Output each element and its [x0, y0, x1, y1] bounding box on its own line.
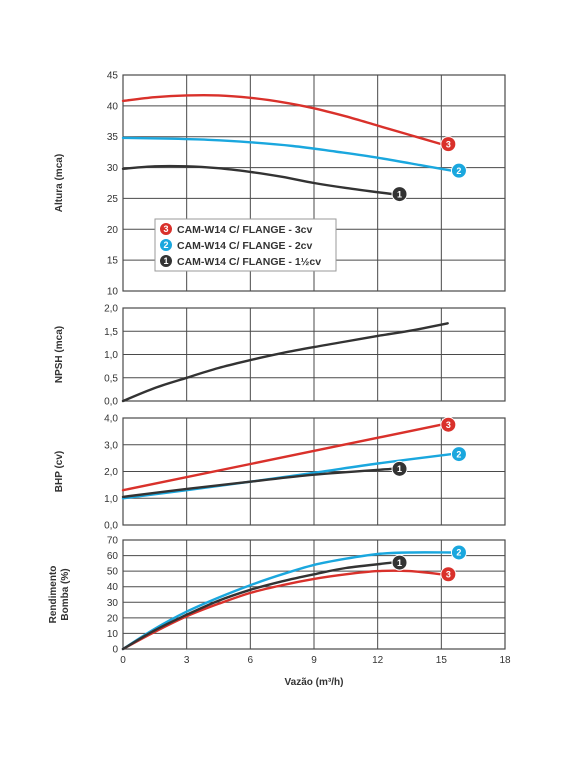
- series-line-3: [121, 569, 443, 651]
- series-badge-1: [391, 554, 408, 571]
- legend-badge-label: 1: [163, 256, 168, 266]
- series-badge-2: [450, 162, 467, 179]
- series-badge-label: 2: [456, 449, 461, 459]
- legend-badge-2: [159, 238, 173, 252]
- panel-frame: [122, 74, 506, 292]
- x-tick-label: 0: [120, 655, 126, 666]
- y-tick-label: 45: [107, 71, 119, 82]
- x-tick-label: 15: [436, 655, 448, 666]
- x-tick-label: 6: [248, 655, 254, 666]
- panel-3: 0,0 1,0 2,0 3,0 4,0 BHP (cv) 3 2 1: [54, 414, 506, 532]
- y-tick-label: 40: [107, 101, 119, 112]
- y-tick-label: 4,0: [104, 414, 118, 425]
- legend-entry-label: CAM-W14 C/ FLANGE - 2cv: [177, 240, 313, 252]
- series-badge-3: [440, 566, 457, 583]
- y-tick-label: 0,0: [104, 521, 118, 532]
- y-tick-label: 70: [107, 536, 119, 547]
- y-tick-label: 0,0: [104, 397, 118, 408]
- legend-badge-1: [159, 254, 173, 268]
- y-axis-label: BHP (cv): [54, 451, 65, 493]
- series-badge-1: [391, 460, 408, 477]
- y-axis-label: Rendimento: [48, 566, 59, 624]
- x-tick-label: 3: [184, 655, 190, 666]
- legend-badge-3: [159, 222, 173, 236]
- y-tick-label: 40: [107, 582, 119, 593]
- y-axis-label: NPSH (mca): [54, 326, 65, 383]
- series-line-1: [121, 467, 394, 499]
- y-tick-label: 2,0: [104, 467, 118, 478]
- y-tick-label: 20: [107, 225, 119, 236]
- y-tick-label: 20: [107, 613, 119, 624]
- x-axis-label: Vazão (m³/h): [285, 677, 344, 688]
- y-tick-label: 60: [107, 551, 119, 562]
- series-badge-label: 1: [397, 189, 402, 199]
- series-badge-label: 2: [456, 166, 461, 176]
- y-tick-label: 10: [107, 287, 119, 298]
- panel-frame: [122, 539, 506, 650]
- y-tick-label: 30: [107, 598, 119, 609]
- series-line-1: [121, 561, 394, 651]
- legend-badge-label: 2: [163, 240, 168, 250]
- y-tick-label: 3,0: [104, 440, 118, 451]
- y-tick-label: 1,0: [104, 350, 118, 361]
- panel-frame: [122, 417, 506, 526]
- y-axis-label: Altura (mca): [54, 154, 65, 212]
- series-badge-label: 3: [446, 420, 451, 430]
- series-badge-1: [391, 186, 408, 203]
- series-line-3: [121, 423, 443, 492]
- series-badge-label: 1: [397, 558, 402, 568]
- legend-entry-label: CAM-W14 C/ FLANGE - 1½cv: [177, 256, 321, 268]
- series-badge-label: 3: [446, 569, 451, 579]
- y-tick-label: 25: [107, 194, 119, 205]
- series-line-2: [121, 136, 454, 172]
- y-tick-label: 1,0: [104, 494, 118, 505]
- series-line-2: [121, 551, 454, 651]
- series-line-3: [121, 93, 443, 146]
- panel-frame: [122, 307, 506, 402]
- y-tick-label: 0: [112, 645, 118, 656]
- series-badge-3: [440, 416, 457, 433]
- series-line-npsh: [121, 322, 449, 403]
- x-tick-label: 12: [372, 655, 384, 666]
- legend-box: [154, 218, 337, 272]
- y-tick-label: 10: [107, 629, 119, 640]
- panel-2: 0,0 0,5 1,0 1,5 2,0 NPSH (mca): [54, 304, 506, 408]
- legend-badge-label: 3: [163, 224, 168, 234]
- series-badge-2: [450, 446, 467, 463]
- y-tick-label: 1,5: [104, 327, 118, 338]
- y-tick-label: 35: [107, 132, 119, 143]
- series-badge-2: [450, 544, 467, 561]
- series-line-1: [121, 164, 394, 196]
- y-tick-label: 0,5: [104, 373, 118, 384]
- y-tick-label: 2,0: [104, 304, 118, 315]
- series-badge-label: 3: [446, 139, 451, 149]
- panel-1: 10 15 20 25 30 35 40 45 Altura (mca) 3 2 1 3 CAM-W14 …: [54, 71, 506, 298]
- series-badge-label: 2: [456, 548, 461, 558]
- series-badge-label: 1: [397, 464, 402, 474]
- y-tick-label: 30: [107, 163, 119, 174]
- y-tick-label: 50: [107, 567, 119, 578]
- y-axis-label: Bomba (%): [60, 568, 71, 620]
- series-badge-3: [440, 136, 457, 153]
- x-tick-label: 9: [311, 655, 317, 666]
- y-tick-label: 15: [107, 256, 119, 267]
- x-tick-label: 18: [499, 655, 511, 666]
- legend-entry-label: CAM-W14 C/ FLANGE - 3cv: [177, 224, 313, 236]
- legend: 3 CAM-W14 C/ FLANGE - 3cv 2 CAM-W14 C/ FLAN…: [154, 218, 337, 272]
